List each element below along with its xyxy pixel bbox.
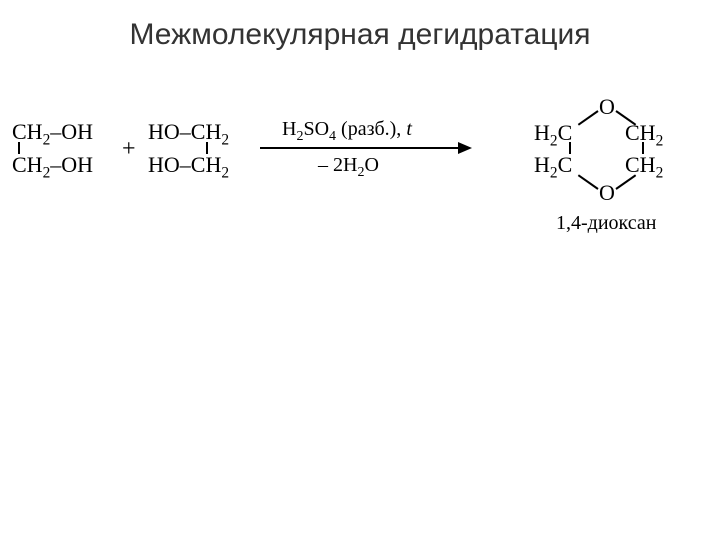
product-ring: O H2C CH2 H2C CH2 O xyxy=(520,94,700,264)
lb-p: H xyxy=(534,152,550,177)
cond-var: t xyxy=(406,118,412,140)
ring-right-top: CH2 xyxy=(625,120,663,146)
slide-title: Межмолекулярная дегидратация xyxy=(0,18,720,52)
r1-l1-suffix: –OH xyxy=(50,119,93,144)
reactant-left: CH2–OH CH2–OH xyxy=(12,120,93,176)
reactant-left-line1: CH2–OH xyxy=(12,120,93,143)
r2-l2-prefix: HO–CH xyxy=(148,152,221,177)
arrow-conditions-bottom: – 2H2O xyxy=(318,154,379,177)
r1-l2-prefix: CH xyxy=(12,152,43,177)
plus-sign: + xyxy=(122,136,136,163)
r1-l1-prefix: CH xyxy=(12,119,43,144)
ring-left-bot: H2C xyxy=(534,152,572,178)
cond-note: (разб.), xyxy=(336,118,406,140)
lb-s: 2 xyxy=(550,164,558,181)
reactant-right-vbond xyxy=(206,142,208,154)
arrow-head-icon xyxy=(458,142,472,154)
bond-right-v xyxy=(642,142,644,154)
reactant-right-line1: HO–CH2 xyxy=(148,120,229,143)
rt-s: 2 xyxy=(656,132,664,149)
rt-p: CH xyxy=(625,120,656,145)
r2-l1-prefix: HO–CH xyxy=(148,119,221,144)
r1-l2-suffix: –OH xyxy=(50,152,93,177)
cond-s2: 4 xyxy=(329,129,336,144)
reaction-scheme: CH2–OH CH2–OH + HO–CH2 HO–CH2 H2SO4 (раз… xyxy=(0,100,720,300)
cond-p1: H xyxy=(282,118,296,140)
bond-bl xyxy=(578,174,599,189)
ring-top-O: O xyxy=(599,94,615,120)
rb-p: CH xyxy=(625,152,656,177)
reaction-arrow-group: H2SO4 (разб.), t – 2H2O xyxy=(260,100,490,200)
reactant-left-vbond xyxy=(18,142,20,154)
arrow-conditions-top: H2SO4 (разб.), t xyxy=(282,118,412,141)
bond-left-v xyxy=(569,142,571,154)
bond-tl xyxy=(578,110,599,125)
cond-p2: SO xyxy=(303,118,329,140)
slide: Межмолекулярная дегидратация CH2–OH CH2–… xyxy=(0,0,720,540)
arrow-line xyxy=(260,147,460,149)
reactant-right-line2: HO–CH2 xyxy=(148,153,229,176)
byprod-prefix: – 2H xyxy=(318,154,357,176)
ring-left-top: H2C xyxy=(534,120,572,146)
ring-bottom-O: O xyxy=(599,180,615,206)
lt-p: H xyxy=(534,120,550,145)
reactant-left-line2: CH2–OH xyxy=(12,153,93,176)
ring-right-bot: CH2 xyxy=(625,152,663,178)
product-label: 1,4-диоксан xyxy=(556,212,656,235)
reactant-right: HO–CH2 HO–CH2 xyxy=(148,120,229,176)
r2-l1-sub: 2 xyxy=(221,131,229,148)
lt-s: 2 xyxy=(550,132,558,149)
byprod-suffix: O xyxy=(364,154,378,176)
rb-s: 2 xyxy=(656,164,664,181)
r2-l2-sub: 2 xyxy=(221,164,229,181)
lb-suf: C xyxy=(558,152,573,177)
